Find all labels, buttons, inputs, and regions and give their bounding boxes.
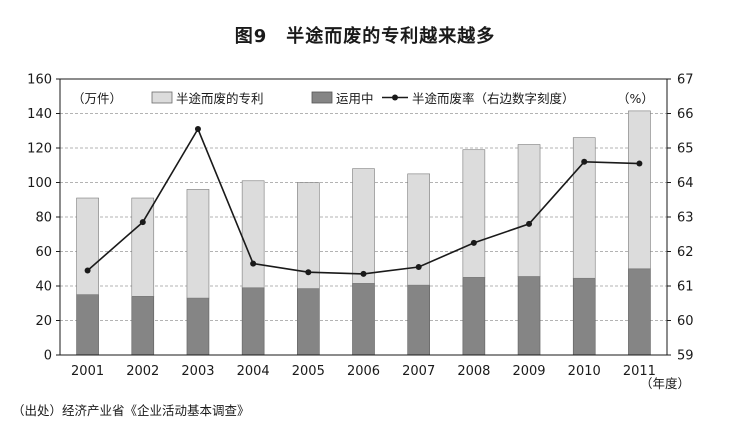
right-axis-tick: 61	[677, 280, 694, 295]
legend-marker-rate	[392, 94, 398, 101]
left-axis-unit: （万件）	[72, 91, 122, 106]
x-axis-tick: 2009	[512, 364, 545, 379]
rate-point	[470, 239, 477, 246]
bar-abandoned	[517, 144, 541, 277]
axis-layer	[56, 78, 671, 356]
line-layer	[84, 126, 643, 277]
right-axis-tick: 60	[677, 314, 694, 329]
bar-abandoned	[131, 197, 155, 297]
right-axis-tick: 66	[677, 107, 694, 122]
right-axis-tick: 64	[677, 176, 694, 191]
rate-point	[250, 260, 257, 267]
x-axis-tick: 2006	[347, 364, 380, 379]
bar-in-use	[131, 296, 155, 356]
x-axis-unit: （年度）	[640, 376, 690, 391]
x-axis-tick: 2010	[568, 364, 601, 379]
bar-abandoned	[297, 182, 320, 289]
chart-title: 图9 半途而废的专利越来越多	[234, 26, 496, 47]
left-axis-tick: 120	[27, 142, 52, 157]
right-axis-tick: 63	[677, 211, 694, 226]
left-axis-tick: 0	[44, 349, 52, 364]
bar-abandoned	[186, 189, 210, 299]
x-axis-tick: 2004	[237, 364, 270, 379]
bar-abandoned	[628, 110, 651, 270]
bar-in-use	[407, 284, 430, 356]
rate-point	[194, 126, 201, 133]
legend-label-rate: 半途而废率（右边数字刻度）	[412, 91, 575, 106]
x-axis-tick: 2011	[623, 364, 656, 379]
bar-abandoned	[352, 168, 375, 284]
bar-in-use	[297, 288, 320, 356]
bar-in-use	[76, 294, 99, 356]
grid-layer	[60, 113, 667, 321]
bar-in-use	[352, 283, 375, 356]
rate-point	[305, 269, 312, 276]
left-axis-tick: 160	[27, 73, 52, 88]
bar-in-use	[241, 287, 265, 356]
rate-point	[139, 219, 146, 226]
bar-abandoned	[407, 173, 430, 286]
bar-in-use	[517, 276, 541, 356]
x-axis-tick: 2007	[402, 364, 435, 379]
right-axis-unit: （%）	[617, 91, 654, 106]
source-note: （出处）经济产业省《企业活动基本调查》	[12, 403, 250, 418]
rate-point	[84, 267, 91, 274]
legend-swatch-abandoned	[151, 91, 173, 104]
right-axis-tick: 67	[677, 73, 694, 88]
left-axis-tick: 80	[35, 211, 52, 226]
tick-layer: 0 20 40 60 80 100 120 140 160 59 60 61 62 63 64 65 66 67 2…	[27, 73, 693, 380]
x-axis-tick: 2005	[292, 364, 325, 379]
left-axis-tick: 60	[35, 245, 52, 260]
x-axis-tick: 2008	[457, 364, 490, 379]
rate-point	[360, 270, 367, 277]
legend: 半途而废的专利 运用中 半途而废率（右边数字刻度）	[151, 91, 575, 106]
rate-point	[636, 160, 643, 167]
bar-layer	[76, 110, 651, 356]
x-axis-tick: 2001	[71, 364, 104, 379]
x-axis-tick: 2002	[126, 364, 159, 379]
left-axis-tick: 100	[27, 176, 52, 191]
bar-abandoned	[572, 137, 596, 279]
left-axis-tick: 140	[27, 107, 52, 122]
bar-abandoned	[462, 149, 486, 278]
legend-label-in-use: 运用中	[336, 91, 374, 106]
bar-in-use	[628, 268, 651, 356]
left-axis-tick: 40	[35, 280, 52, 295]
legend-swatch-in-use	[311, 91, 333, 104]
right-axis-tick: 65	[677, 142, 694, 157]
bar-in-use	[186, 297, 210, 356]
left-axis-tick: 20	[35, 314, 52, 329]
rate-point	[581, 158, 588, 165]
bar-abandoned	[241, 180, 265, 289]
rate-point	[526, 220, 533, 227]
bar-in-use	[462, 277, 486, 356]
right-axis-tick: 62	[677, 245, 694, 260]
rate-point	[415, 264, 422, 271]
bar-abandoned	[76, 197, 99, 295]
legend-label-abandoned: 半途而废的专利	[176, 91, 264, 106]
x-axis-tick: 2003	[181, 364, 214, 379]
right-axis-tick: 59	[677, 349, 694, 364]
bar-in-use	[572, 277, 596, 356]
